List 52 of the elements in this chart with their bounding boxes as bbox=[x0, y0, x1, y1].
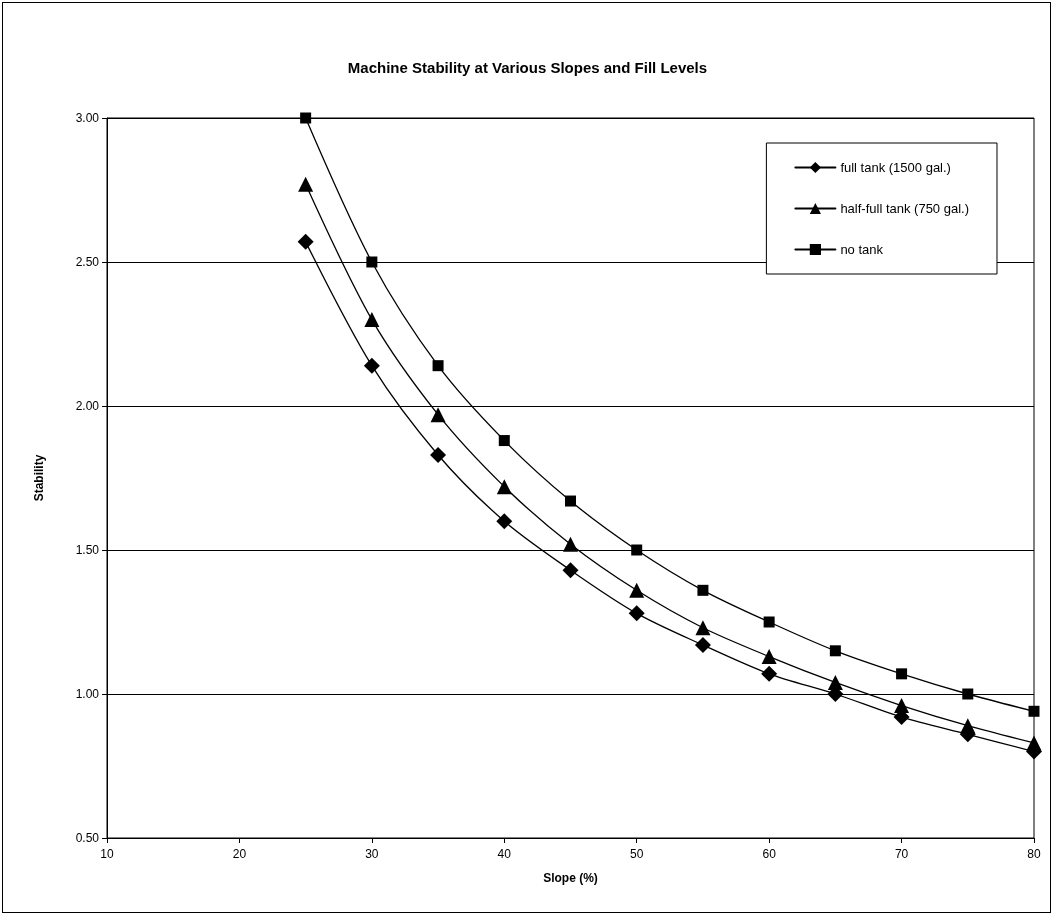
point bbox=[631, 544, 643, 556]
point bbox=[298, 176, 314, 192]
point bbox=[896, 668, 908, 680]
point bbox=[563, 536, 578, 552]
x-axis-title: Slope (%) bbox=[543, 871, 598, 885]
point bbox=[960, 718, 976, 734]
point bbox=[1028, 705, 1040, 717]
chart-title: Machine Stability at Various Slopes and Fill Levels bbox=[347, 59, 708, 76]
point bbox=[827, 674, 843, 690]
point bbox=[366, 256, 378, 268]
point bbox=[894, 698, 910, 714]
point bbox=[496, 479, 512, 495]
point bbox=[829, 645, 841, 657]
point bbox=[430, 446, 447, 463]
point bbox=[297, 233, 314, 250]
x-tick-label: 30 bbox=[365, 847, 379, 861]
point bbox=[300, 112, 312, 124]
point bbox=[962, 688, 974, 700]
x-tick-label: 70 bbox=[894, 847, 909, 861]
x-tick-label: 60 bbox=[762, 847, 777, 861]
point bbox=[498, 435, 510, 447]
y-tick-label: 1.00 bbox=[75, 687, 100, 701]
x-tick-label: 80 bbox=[1027, 847, 1041, 861]
point bbox=[496, 513, 513, 530]
point bbox=[761, 665, 778, 682]
point bbox=[697, 584, 709, 596]
legend-label: no tank bbox=[840, 242, 884, 257]
y-tick-label: 3.00 bbox=[75, 111, 100, 125]
point bbox=[694, 637, 711, 654]
legend-label: full tank (1500 gal.) bbox=[840, 160, 951, 175]
x-tick-label: 20 bbox=[232, 847, 247, 861]
y-axis-title: Stability bbox=[32, 454, 46, 502]
point bbox=[628, 605, 645, 622]
point bbox=[363, 357, 380, 374]
x-tick-label: 40 bbox=[497, 847, 512, 861]
point bbox=[565, 495, 576, 507]
point bbox=[432, 360, 444, 372]
y-tick-label: 2.00 bbox=[75, 399, 100, 413]
point bbox=[629, 582, 645, 598]
point bbox=[763, 616, 775, 628]
x-tick-label: 50 bbox=[630, 847, 644, 861]
legend-label: half-full tank (750 gal.) bbox=[840, 201, 969, 216]
point bbox=[364, 312, 380, 328]
point bbox=[761, 649, 777, 665]
point bbox=[1026, 735, 1042, 751]
y-tick-label: 2.50 bbox=[75, 255, 100, 269]
x-tick-label: 10 bbox=[100, 847, 114, 861]
y-tick-label: 1.50 bbox=[75, 543, 100, 557]
y-tick-label: 0.50 bbox=[75, 831, 100, 845]
point bbox=[695, 620, 711, 636]
point bbox=[430, 407, 446, 423]
point bbox=[562, 562, 579, 579]
